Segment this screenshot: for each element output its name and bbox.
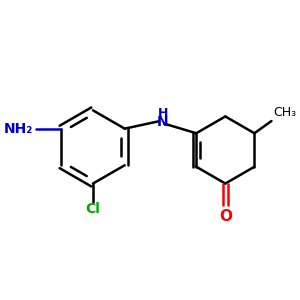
- Text: H: H: [158, 107, 168, 120]
- Text: N: N: [157, 116, 169, 129]
- Text: CH₃: CH₃: [273, 106, 296, 119]
- Text: O: O: [219, 208, 232, 224]
- Text: NH₂: NH₂: [3, 122, 33, 136]
- Text: Cl: Cl: [85, 202, 100, 216]
